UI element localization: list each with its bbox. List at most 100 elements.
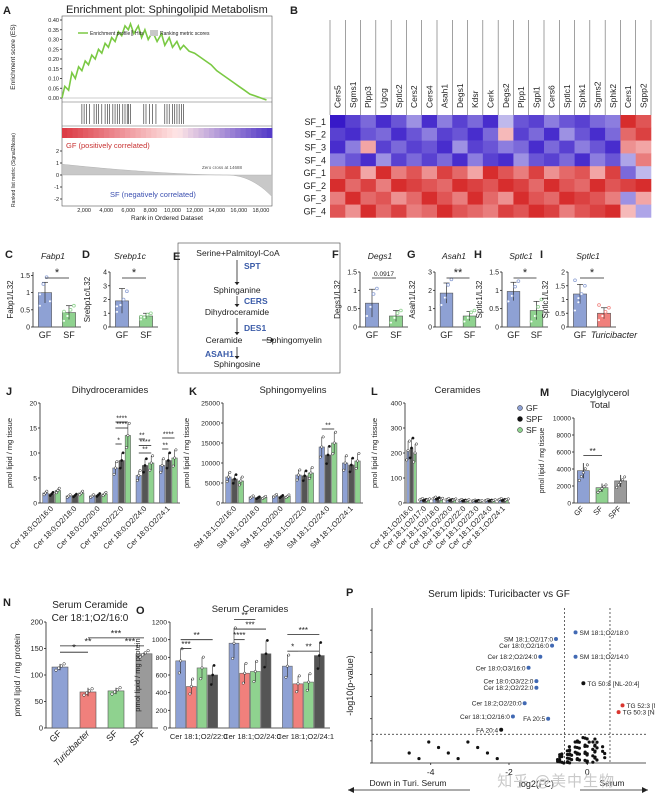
gsea-ytick-label: 0.05 [48, 86, 59, 92]
direction-label-up: Serum [599, 778, 624, 788]
heatmap-cell [589, 204, 606, 218]
ylabel-m: pmol lipid / mg tissue [539, 428, 546, 493]
data-point [442, 295, 447, 300]
data-point [565, 760, 569, 764]
heatmap-gene-label: Cerk [486, 89, 496, 108]
ytick-label: 3 [103, 283, 107, 290]
heatmap-gene-label: Degs2 [501, 83, 511, 108]
data-point [595, 746, 599, 750]
title-p: Serum lipids: Turicibacter vs GF [428, 589, 570, 600]
heatmap-cell [330, 115, 346, 129]
data-point [583, 758, 587, 762]
panel-letter-d: D [82, 249, 90, 261]
heatmap-cell [513, 153, 530, 167]
heatmap-cell [498, 166, 514, 180]
heatmap-cell [482, 127, 499, 141]
data-point [567, 745, 571, 749]
data-point [253, 670, 257, 673]
sig-label: **** [140, 439, 151, 446]
data-point [316, 667, 320, 671]
data-point [301, 479, 305, 483]
heatmap-cell [330, 179, 346, 193]
heatmap-cell [360, 179, 377, 193]
data-point [565, 756, 570, 760]
labeled-point [538, 654, 543, 659]
data-point [179, 659, 183, 663]
data-point [485, 751, 490, 755]
gsea-ytick-label: 0.20 [48, 57, 59, 63]
ytick-label: 1 [428, 306, 432, 313]
gsea-colorbar-segment [151, 128, 157, 138]
heatmap-cell [513, 140, 530, 154]
point-label: SM 18:1;O2/17:0 [504, 637, 554, 644]
data-point [600, 745, 605, 749]
data-point [532, 314, 537, 318]
legend-label: SF [526, 425, 537, 435]
sig-label: * [72, 643, 76, 653]
ytick-label: 400 [156, 690, 168, 697]
data-point [137, 474, 141, 477]
heatmap-sample-label: GF_4 [303, 207, 326, 217]
data-point [356, 459, 360, 463]
data-point [252, 680, 256, 684]
data-point [405, 458, 409, 462]
data-point [284, 675, 288, 679]
heatmap-cell [482, 140, 499, 154]
ytick-label: 0 [26, 325, 30, 332]
gsea-legend-label: Enrichment profile [90, 31, 131, 37]
gsea-ranked-metric-area [61, 163, 273, 198]
labeled-point [526, 665, 531, 670]
data-point [264, 652, 268, 656]
gsea-ytick-label: 0.40 [48, 18, 59, 24]
data-point [576, 300, 581, 305]
data-point [211, 673, 215, 677]
gsea-legend-label: Ranking metric scores [160, 31, 210, 37]
data-point [120, 459, 124, 462]
data-point [597, 318, 601, 322]
gsea-ytick-label: 0.25 [48, 47, 59, 53]
gsea-colorbar-segment [146, 128, 152, 138]
heatmap-cell [574, 204, 591, 218]
gsea-colorbar-segment [114, 128, 121, 138]
category-label: GF [507, 330, 520, 340]
heatmap-cell [391, 140, 407, 154]
gsea-colorbar-segment [167, 128, 173, 138]
heatmap-cell [360, 140, 377, 154]
gsea-colorbar-segment [224, 128, 231, 138]
data-point [317, 654, 321, 658]
heatmap-gene-label: Cers2 [409, 85, 419, 108]
pathway-arrowhead [271, 337, 274, 343]
heatmap-cell [528, 127, 545, 141]
data-point [138, 469, 142, 472]
heatmap-gene-label: Sgpl1 [531, 86, 541, 108]
category-label: SPF [128, 728, 148, 748]
data-point [255, 659, 259, 663]
data-point [327, 444, 331, 448]
heatmap-gene-label: Degs1 [455, 83, 465, 108]
data-point [412, 460, 416, 464]
heatmap-cell [467, 153, 484, 167]
data-point [436, 745, 441, 750]
gsea-colorbar-segment [245, 128, 252, 138]
labeled-point [620, 703, 625, 708]
gene-title-g: Asah1 [441, 251, 466, 261]
data-point [171, 464, 175, 468]
gsea-colorbar-segment [235, 128, 241, 138]
data-point [310, 466, 314, 470]
heatmap-cell [467, 166, 484, 180]
data-point [439, 303, 444, 307]
ytick-label: 0 [103, 325, 107, 332]
data-point [415, 442, 418, 446]
sig-label: **** [116, 422, 127, 429]
data-point [573, 740, 577, 744]
heatmap-gene-label: Sphk1 [577, 84, 587, 108]
data-point [143, 651, 147, 655]
heatmap-cell [360, 166, 377, 180]
heatmap-cell [605, 166, 621, 180]
heatmap-cell [544, 166, 560, 180]
data-point [389, 320, 393, 325]
data-point [303, 474, 307, 478]
data-point [51, 490, 55, 494]
gsea-xtick-label: 18,000 [253, 208, 270, 214]
